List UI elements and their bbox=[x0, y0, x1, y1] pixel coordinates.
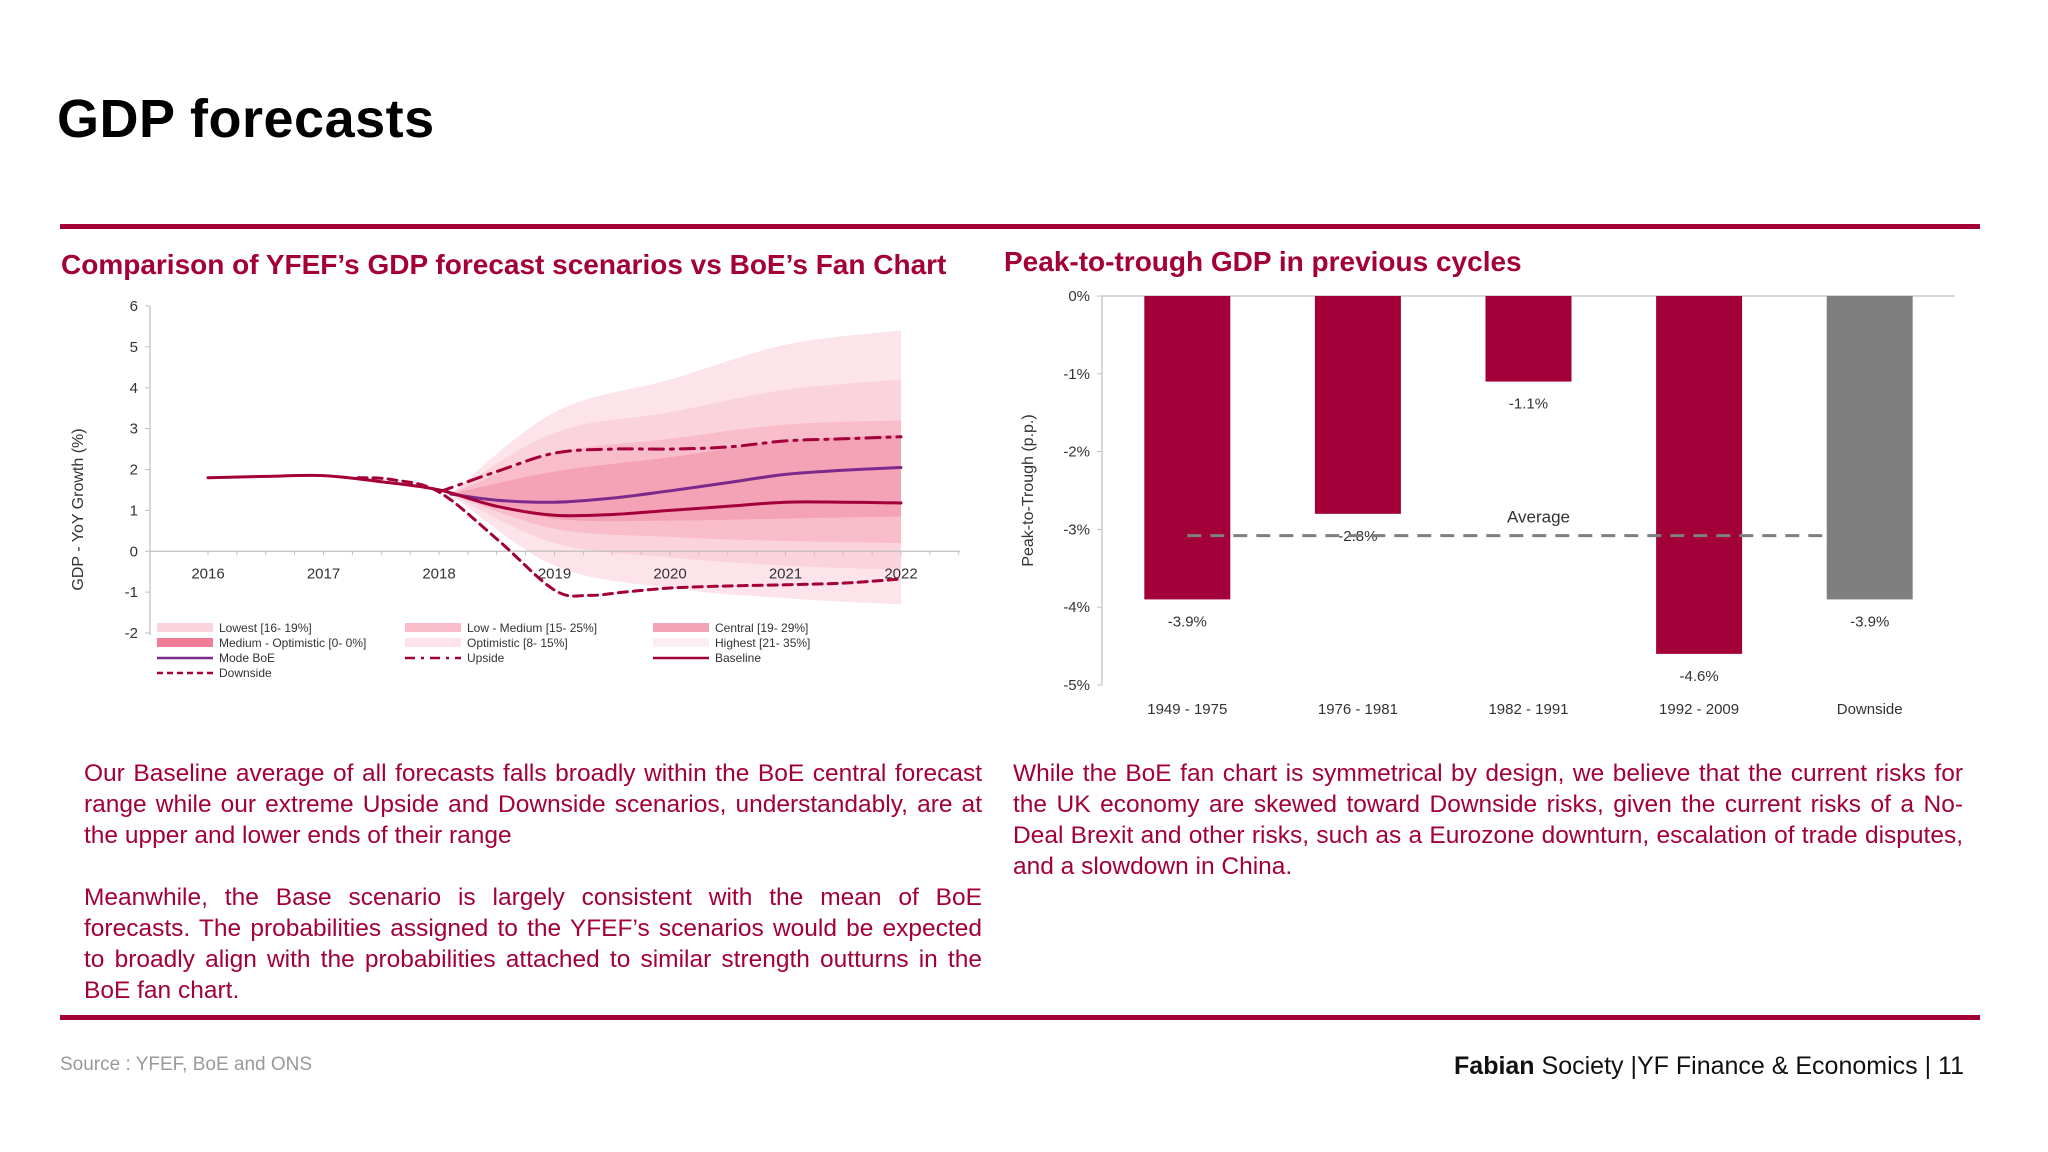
top-rule bbox=[60, 224, 1980, 229]
fan-legend-label: Central [19- 29%] bbox=[715, 621, 808, 635]
bar-category-label: 1949 - 1975 bbox=[1147, 701, 1227, 718]
fan-legend-swatch bbox=[157, 638, 213, 647]
fan-legend-label: Medium - Optimistic [0- 0%] bbox=[219, 636, 366, 650]
bar-y-tick-label: 0% bbox=[1068, 288, 1090, 305]
bar-4 bbox=[1826, 296, 1913, 600]
fan-legend-label: Mode BoE bbox=[219, 651, 275, 665]
fan-x-tick-label: 2019 bbox=[538, 565, 571, 582]
fan-y-tick-label: 5 bbox=[130, 339, 138, 356]
fan-y-tick-label: 1 bbox=[130, 502, 138, 519]
fan-legend-label: Low - Medium [15- 25%] bbox=[467, 621, 597, 635]
fan-x-tick-label: 2018 bbox=[422, 565, 455, 582]
left-paragraph-1: Our Baseline average of all forecasts fa… bbox=[84, 760, 982, 849]
footer-brand: Fabian bbox=[1454, 1052, 1535, 1080]
bar-data-label: -3.9% bbox=[1168, 613, 1207, 630]
left-section-heading: Comparison of YFEF’s GDP forecast scenar… bbox=[61, 249, 947, 280]
fan-y-tick-label: 0 bbox=[130, 543, 138, 560]
fan-legend-swatch bbox=[405, 638, 461, 647]
fan-series-mode-boe bbox=[449, 466, 903, 504]
fan-x-tick-label: 2021 bbox=[769, 565, 802, 582]
bottom-rule bbox=[60, 1015, 1980, 1020]
footer-section: YF Finance & Economics bbox=[1636, 1052, 1918, 1080]
bar-category-label: Downside bbox=[1837, 701, 1903, 718]
bar-0 bbox=[1144, 296, 1231, 600]
fan-legend-label: Upside bbox=[467, 651, 505, 665]
bar-3 bbox=[1656, 296, 1743, 654]
bar-y-tick-label: -4% bbox=[1063, 599, 1090, 616]
fan-y-tick-label: 4 bbox=[130, 380, 138, 397]
bar-2 bbox=[1485, 296, 1572, 382]
bar-data-label: -1.1% bbox=[1509, 396, 1548, 413]
fan-legend-label: Lowest [16- 19%] bbox=[219, 621, 312, 635]
fan-legend-swatch bbox=[157, 623, 213, 632]
bar-category-label: 1992 - 2009 bbox=[1659, 701, 1739, 718]
fan-legend-swatch bbox=[653, 638, 709, 647]
fan-legend-label: Optimistic [8- 15%] bbox=[467, 636, 568, 650]
fan-y-axis-label: GDP - YoY Growth (%) bbox=[70, 428, 87, 590]
fan-y-tick-label: -2 bbox=[125, 625, 138, 642]
fan-y-tick-label: 6 bbox=[130, 298, 138, 315]
bar-y-tick-label: -2% bbox=[1063, 444, 1090, 461]
fan-y-tick-label: -1 bbox=[125, 584, 138, 601]
bar-y-axis-label: Peak-to-Trough (p.p.) bbox=[1020, 414, 1037, 566]
right-section-heading: Peak-to-trough GDP in previous cycles bbox=[1004, 246, 1522, 277]
fan-x-tick-label: 2022 bbox=[884, 565, 917, 582]
fan-y-tick-label: 2 bbox=[130, 462, 138, 479]
bar-y-tick-label: -1% bbox=[1063, 366, 1090, 383]
footer-brand-rest: Society bbox=[1534, 1052, 1624, 1080]
source-note: Source : YFEF, BoE and ONS bbox=[60, 1054, 313, 1075]
fan-series-upside bbox=[437, 435, 903, 494]
bar-data-label: -4.6% bbox=[1680, 668, 1719, 685]
left-commentary: Our Baseline average of all forecasts fa… bbox=[84, 758, 982, 1037]
bar-category-label: 1976 - 1981 bbox=[1318, 701, 1398, 718]
fan-legend-label: Highest [21- 35%] bbox=[715, 636, 810, 650]
fan-band-3 bbox=[450, 434, 901, 522]
fan-legend-swatch bbox=[653, 623, 709, 632]
peak-to-trough-chart: 0% -1% -2% -3% -4% -5% Peak-to-Trough (p.p.) -3… bbox=[1020, 288, 1955, 718]
fan-x-tick-label: 2017 bbox=[307, 565, 340, 582]
bar-data-label: -3.9% bbox=[1850, 613, 1889, 630]
fan-series-downside bbox=[356, 476, 903, 598]
bar-average-label: Average bbox=[1507, 508, 1570, 527]
footer-page-number: 11 bbox=[1938, 1052, 1964, 1080]
fan-legend-label: Baseline bbox=[715, 651, 761, 665]
right-paragraph: While the BoE fan chart is symmetrical b… bbox=[1013, 760, 1963, 880]
bar-1 bbox=[1314, 296, 1401, 514]
page-title: GDP forecasts bbox=[57, 89, 435, 149]
bar-category-label: 1982 - 1991 bbox=[1488, 701, 1568, 718]
footer: Fabian Society |YF Finance & Economics |… bbox=[1454, 1052, 1964, 1080]
fan-x-tick-label: 2020 bbox=[653, 565, 686, 582]
bar-y-tick-label: -5% bbox=[1063, 677, 1090, 694]
fan-legend-swatch bbox=[405, 623, 461, 632]
fan-legend-label: Downside bbox=[219, 666, 272, 680]
fan-chart: -2 -1 0 1 2 3 4 5 6 2016 2017 2018 2019 2020 2021 2022 G… bbox=[70, 298, 960, 680]
right-commentary: While the BoE fan chart is symmetrical b… bbox=[1013, 758, 1963, 913]
fan-x-tick-label: 2016 bbox=[191, 565, 224, 582]
left-paragraph-2: Meanwhile, the Base scenario is largely … bbox=[84, 884, 982, 1004]
bar-y-tick-label: -3% bbox=[1063, 521, 1090, 538]
fan-series-baseline bbox=[206, 473, 903, 518]
fan-y-tick-label: 3 bbox=[130, 421, 138, 438]
